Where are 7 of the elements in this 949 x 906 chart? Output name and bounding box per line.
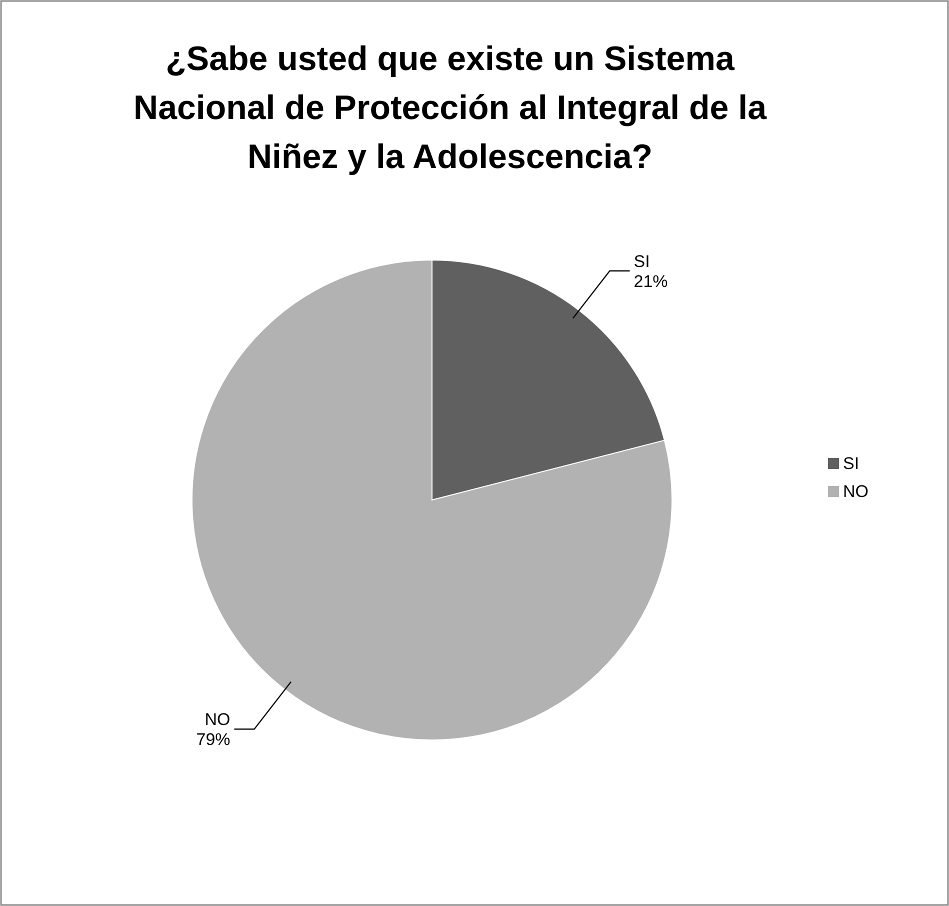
legend-label: NO (843, 482, 868, 501)
data-label: 21% (634, 272, 668, 291)
slice-label: SI (634, 252, 650, 271)
data-label: 79% (196, 730, 230, 750)
slice-label: NO (204, 710, 230, 730)
legend-label: SI (843, 454, 860, 473)
chart-title: ¿Sabe usted que existe un Sistema Nacional de Protección al Integral de la Niñez y la Adolescencia? (134, 40, 768, 176)
